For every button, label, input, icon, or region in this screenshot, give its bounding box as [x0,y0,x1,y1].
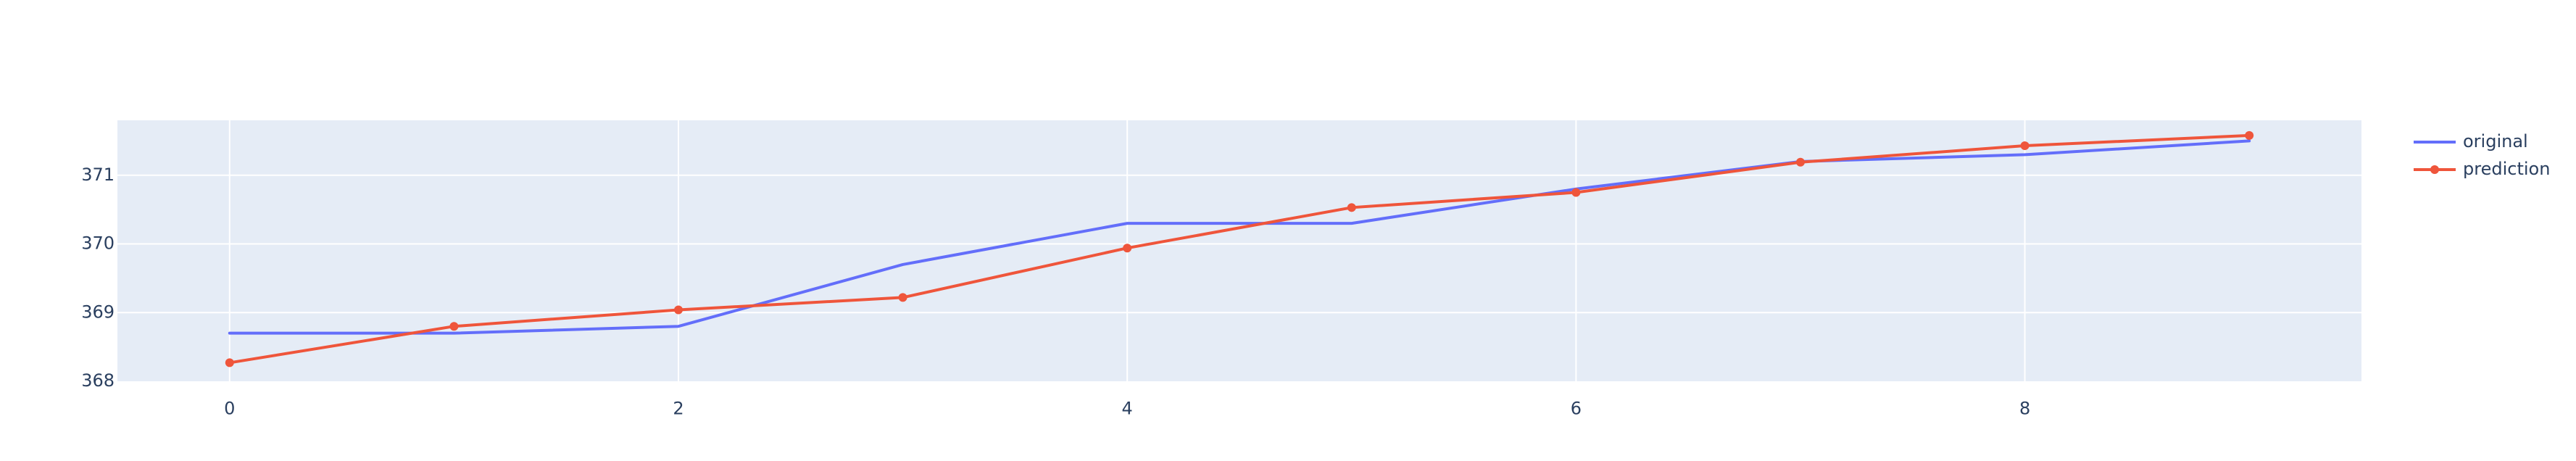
x-tick-label: 0 [224,399,235,419]
y-tick-label: 369 [81,302,115,322]
legend-label: prediction [2463,159,2550,179]
y-tick-label: 370 [81,233,115,254]
data-point [1347,203,1356,212]
legend-label: original [2463,131,2528,151]
series-prediction [225,130,2254,367]
data-point [1571,188,1581,197]
x-tick-label: 2 [673,399,684,419]
legend-item-original[interactable]: original [2414,131,2528,151]
data-point [1796,157,1805,167]
x-tick-label: 6 [1571,399,1582,419]
series-line-original [228,139,2251,335]
x-tick-label: 4 [1122,399,1133,419]
data-point [2020,141,2029,151]
legend-marker [2430,165,2439,174]
series-line-prediction [228,133,2251,365]
y-tick-label: 371 [81,165,115,185]
data-point [225,358,234,367]
legend-item-prediction[interactable]: prediction [2414,159,2550,179]
x-tick-label: 8 [2019,399,2030,419]
y-axis-ticks: 368 369 370 371 [81,165,115,391]
data-point [898,293,907,302]
plot-area [117,120,2361,381]
data-point [449,322,459,331]
data-point [674,305,683,315]
series-layer [225,130,2254,367]
series-original [228,139,2251,335]
x-axis-ticks: 0 2 4 6 8 [224,399,2030,419]
legend[interactable]: original prediction [2414,131,2550,179]
data-point [2245,130,2254,140]
y-tick-label: 368 [81,370,115,391]
data-point [1123,244,1132,253]
